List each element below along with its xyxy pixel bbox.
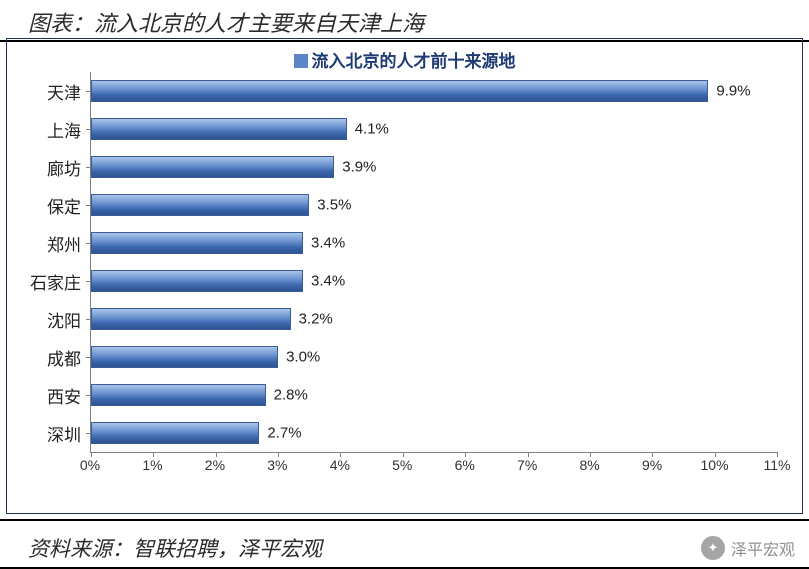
- y-category-label: 石家庄: [11, 269, 81, 294]
- chart-area: 天津9.9%上海4.1%廊坊3.9%保定3.5%郑州3.4%石家庄3.4%沈阳3…: [12, 72, 797, 479]
- x-tick-label: 0%: [80, 457, 100, 473]
- watermark: ✦ 泽平宏观: [701, 536, 795, 560]
- y-category-label: 天津: [11, 79, 81, 104]
- x-tick-label: 11%: [764, 457, 791, 473]
- bar: 3.5%: [91, 194, 309, 215]
- chart-legend: 流入北京的人才前十来源地: [7, 39, 802, 74]
- x-tick-label: 7%: [517, 457, 537, 473]
- y-category-label: 保定: [11, 193, 81, 218]
- bar-value-label: 3.4%: [311, 272, 345, 289]
- bar-row: 成都3.0%: [91, 338, 777, 376]
- bar-value-label: 3.4%: [311, 234, 345, 251]
- bar-row: 西安2.8%: [91, 376, 777, 414]
- x-tick-label: 2%: [205, 457, 225, 473]
- x-tick-label: 8%: [580, 457, 600, 473]
- bar: 9.9%: [91, 80, 708, 101]
- x-tick-label: 6%: [455, 457, 475, 473]
- bar-row: 廊坊3.9%: [91, 148, 777, 186]
- wechat-icon: ✦: [701, 536, 725, 560]
- y-category-label: 西安: [11, 383, 81, 408]
- bar-value-label: 2.8%: [274, 386, 308, 403]
- bar: 3.2%: [91, 308, 291, 329]
- x-tick-label: 9%: [642, 457, 662, 473]
- bar: 2.7%: [91, 422, 259, 443]
- x-tick-label: 4%: [330, 457, 350, 473]
- bar: 2.8%: [91, 384, 266, 405]
- y-category-label: 上海: [11, 117, 81, 142]
- x-tick-label: 10%: [701, 457, 729, 473]
- bar-row: 郑州3.4%: [91, 224, 777, 262]
- bar: 3.4%: [91, 270, 303, 291]
- bar-row: 天津9.9%: [91, 72, 777, 110]
- y-category-label: 郑州: [11, 231, 81, 256]
- bar-value-label: 3.0%: [286, 348, 320, 365]
- bar-row: 上海4.1%: [91, 110, 777, 148]
- y-category-label: 深圳: [11, 421, 81, 446]
- bar: 3.4%: [91, 232, 303, 253]
- bar-value-label: 9.9%: [716, 82, 750, 99]
- x-tick-label: 5%: [392, 457, 412, 473]
- y-category-label: 成都: [11, 345, 81, 370]
- bar-value-label: 2.7%: [267, 424, 301, 441]
- bar-value-label: 3.9%: [342, 158, 376, 175]
- x-tick-label: 3%: [267, 457, 287, 473]
- bar-row: 石家庄3.4%: [91, 262, 777, 300]
- bar-value-label: 3.5%: [317, 196, 351, 213]
- y-category-label: 廊坊: [11, 155, 81, 180]
- bar-row: 深圳2.7%: [91, 414, 777, 452]
- x-tick-label: 1%: [142, 457, 162, 473]
- bar-value-label: 3.2%: [299, 310, 333, 327]
- bar: 3.0%: [91, 346, 278, 367]
- legend-swatch: [294, 54, 308, 68]
- plot-area: 天津9.9%上海4.1%廊坊3.9%保定3.5%郑州3.4%石家庄3.4%沈阳3…: [90, 72, 777, 453]
- legend-label: 流入北京的人才前十来源地: [312, 52, 516, 71]
- bar: 3.9%: [91, 156, 334, 177]
- x-axis: 0%1%2%3%4%5%6%7%8%9%10%11%: [90, 457, 777, 479]
- source-label: 资料来源：智联招聘，泽平宏观: [28, 533, 322, 563]
- source-row: 资料来源：智联招聘，泽平宏观 ✦ 泽平宏观: [0, 519, 809, 569]
- bar-value-label: 4.1%: [355, 120, 389, 137]
- bar: 4.1%: [91, 118, 347, 139]
- bar-row: 沈阳3.2%: [91, 300, 777, 338]
- bar-row: 保定3.5%: [91, 186, 777, 224]
- y-category-label: 沈阳: [11, 307, 81, 332]
- watermark-label: 泽平宏观: [731, 536, 795, 560]
- chart-title: 图表：流入北京的人才主要来自天津上海: [0, 0, 809, 42]
